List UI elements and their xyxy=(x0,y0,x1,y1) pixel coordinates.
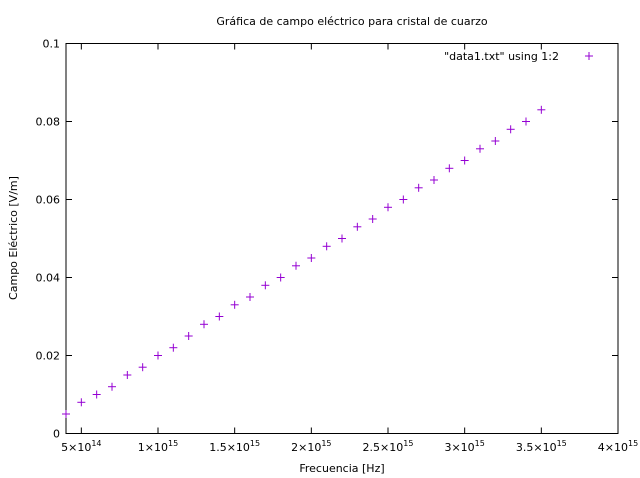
data-point xyxy=(246,293,254,301)
data-point xyxy=(491,137,500,145)
x-tick-label: 3×1015 xyxy=(444,439,484,454)
legend: "data1.txt" using 1:2 xyxy=(444,50,593,63)
x-tick-label: 3.5×1015 xyxy=(516,439,567,454)
y-tick-label: 0 xyxy=(53,428,60,441)
data-point xyxy=(62,410,70,418)
data-point xyxy=(506,125,515,134)
legend-label: "data1.txt" using 1:2 xyxy=(444,50,559,63)
data-point xyxy=(138,363,147,372)
y-axis: 0 0.02 0.04 0.06 0.08 0.1 xyxy=(36,38,618,441)
data-point xyxy=(384,203,392,212)
data-point xyxy=(292,261,300,270)
data-point xyxy=(169,343,178,352)
plot-frame xyxy=(65,43,619,434)
data-point xyxy=(184,332,193,340)
x-axis: 5×1014 1×1015 1.5×1015 2×1015 2.5×1015 3×1015… xyxy=(61,43,638,454)
data-point xyxy=(215,312,224,321)
data-point xyxy=(430,176,438,184)
y-tick-label: 0.04 xyxy=(36,272,61,285)
chart-title: Gráfica de campo eléctrico para cristal … xyxy=(216,15,488,28)
x-tick-label: 1.5×1015 xyxy=(209,439,260,454)
data-point xyxy=(123,371,132,379)
y-tick-label: 0.1 xyxy=(43,38,61,51)
y-tick-label: 0.08 xyxy=(36,116,61,129)
legend-marker xyxy=(585,52,593,60)
data-point xyxy=(92,390,101,399)
legend-marker-glyph xyxy=(585,52,593,60)
x-tick-label: 4×1015 xyxy=(598,439,638,454)
y-tick-label: 0.06 xyxy=(36,194,61,207)
data-points xyxy=(62,105,546,418)
y-axis-label: Campo Eléctrico [V/m] xyxy=(7,176,20,300)
data-point xyxy=(154,351,162,360)
x-axis-label: Frecuencia [Hz] xyxy=(299,462,384,475)
data-point xyxy=(537,105,546,114)
x-tick-label: 2×1015 xyxy=(291,439,331,454)
data-point xyxy=(414,183,423,192)
data-point xyxy=(522,117,530,126)
data-point xyxy=(338,234,346,243)
data-point xyxy=(399,195,408,204)
x-tick-label: 5×1014 xyxy=(61,439,101,454)
data-point xyxy=(445,164,454,173)
x-tick-label: 1×1015 xyxy=(138,439,178,454)
data-point xyxy=(307,254,316,262)
data-point xyxy=(353,222,362,231)
data-point xyxy=(368,215,377,223)
data-point xyxy=(261,281,270,290)
data-point xyxy=(77,398,86,407)
data-point xyxy=(476,144,484,153)
data-point xyxy=(322,242,331,251)
data-point xyxy=(108,382,116,391)
data-point xyxy=(276,273,285,282)
data-point xyxy=(460,156,469,165)
x-tick-label: 2.5×1015 xyxy=(363,439,414,454)
data-point xyxy=(230,300,239,309)
y-tick-label: 0.02 xyxy=(36,350,61,363)
data-point xyxy=(200,320,208,329)
